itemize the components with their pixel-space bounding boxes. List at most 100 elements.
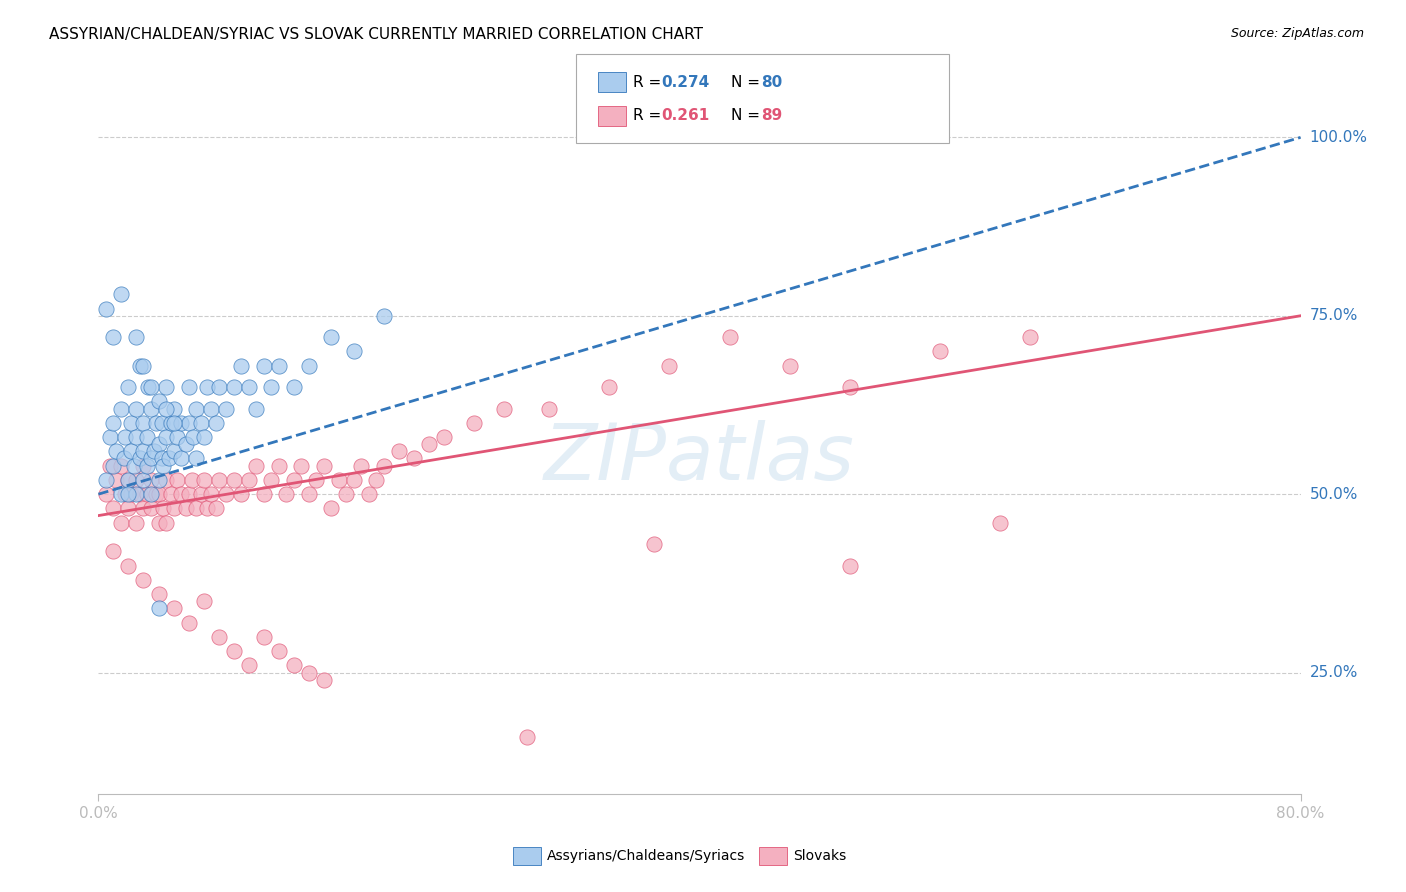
Point: [100, 458, 122, 473]
Point: [155, 380, 177, 394]
Point: [298, 665, 321, 680]
Point: [260, 473, 283, 487]
Point: [238, 473, 260, 487]
Point: [208, 380, 231, 394]
Point: [231, 487, 253, 501]
Point: [162, 501, 184, 516]
Point: [152, 458, 174, 473]
Point: [1019, 330, 1042, 344]
Point: [929, 344, 952, 359]
Point: [718, 330, 741, 344]
Point: [105, 444, 128, 458]
Point: [105, 473, 128, 487]
Point: [132, 473, 155, 487]
Point: [125, 516, 148, 530]
Point: [139, 501, 162, 516]
Point: [139, 451, 162, 466]
Point: [184, 501, 207, 516]
Point: [125, 430, 148, 444]
Point: [181, 430, 204, 444]
Point: [177, 380, 200, 394]
Point: [321, 501, 343, 516]
Point: [143, 444, 166, 458]
Point: [112, 451, 135, 466]
Point: [110, 401, 132, 416]
Point: [305, 473, 328, 487]
Point: [463, 416, 485, 430]
Point: [245, 458, 267, 473]
Point: [245, 401, 267, 416]
Point: [170, 416, 193, 430]
Point: [222, 644, 245, 658]
Point: [190, 416, 212, 430]
Point: [312, 673, 335, 687]
Text: 89: 89: [761, 109, 782, 123]
Point: [162, 401, 184, 416]
Point: [150, 451, 173, 466]
Point: [117, 473, 139, 487]
Point: [253, 630, 276, 644]
Point: [162, 444, 184, 458]
Point: [357, 487, 380, 501]
Point: [267, 644, 290, 658]
Point: [402, 451, 425, 466]
Point: [193, 473, 215, 487]
Text: Assyrians/Chaldeans/Syriacs: Assyrians/Chaldeans/Syriacs: [547, 849, 745, 863]
Point: [170, 451, 193, 466]
Point: [135, 430, 157, 444]
Point: [159, 487, 181, 501]
Point: [838, 380, 860, 394]
Point: [94, 301, 117, 316]
Text: ZIPatlas: ZIPatlas: [544, 420, 855, 497]
Point: [110, 487, 132, 501]
Point: [298, 487, 321, 501]
Point: [215, 487, 238, 501]
Text: 25.0%: 25.0%: [1309, 665, 1358, 680]
Point: [125, 473, 148, 487]
Point: [283, 658, 305, 673]
Point: [132, 359, 155, 373]
Point: [145, 416, 167, 430]
Point: [135, 458, 157, 473]
Point: [155, 430, 177, 444]
Point: [152, 501, 174, 516]
Point: [148, 601, 170, 615]
Point: [267, 458, 290, 473]
Point: [117, 501, 139, 516]
Point: [170, 487, 193, 501]
Point: [139, 401, 162, 416]
Text: 0.261: 0.261: [661, 109, 709, 123]
Point: [125, 487, 148, 501]
Point: [129, 359, 152, 373]
Point: [177, 416, 200, 430]
Point: [166, 430, 188, 444]
Point: [343, 344, 366, 359]
Text: 75.0%: 75.0%: [1309, 309, 1358, 323]
Point: [132, 501, 155, 516]
Point: [103, 458, 125, 473]
Point: [139, 473, 162, 487]
Point: [373, 458, 395, 473]
Point: [184, 401, 207, 416]
Point: [388, 444, 411, 458]
Point: [538, 401, 561, 416]
Point: [204, 501, 226, 516]
Point: [350, 458, 373, 473]
Point: [110, 516, 132, 530]
Point: [174, 501, 197, 516]
Point: [494, 401, 516, 416]
Point: [139, 380, 162, 394]
Point: [276, 487, 298, 501]
Text: R =: R =: [633, 109, 666, 123]
Point: [267, 359, 290, 373]
Point: [195, 501, 218, 516]
Point: [132, 444, 155, 458]
Point: [103, 544, 125, 558]
Point: [162, 601, 184, 615]
Point: [516, 730, 538, 744]
Point: [117, 473, 139, 487]
Point: [110, 458, 132, 473]
Point: [148, 487, 170, 501]
Point: [129, 487, 152, 501]
Point: [298, 359, 321, 373]
